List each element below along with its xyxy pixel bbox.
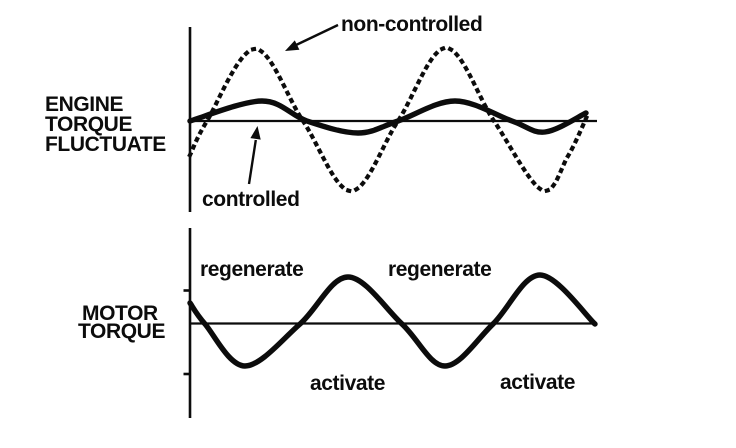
activate-label-1: activate: [310, 372, 385, 395]
motor-torque-curve: [187, 272, 598, 369]
regenerate-label-1: regenerate: [200, 258, 303, 281]
engine-axis-label-line-1: ENGINE: [45, 93, 124, 116]
motor-axis-label-line-2: TORQUE: [78, 320, 165, 343]
engine-torque-chart: ENGINE TORQUE FLUCTUATE non-controlled c…: [45, 13, 597, 212]
regenerate-label-2: regenerate: [388, 258, 491, 281]
motor-torque-chart: MOTOR TORQUE regenerate regenerate activ…: [78, 228, 598, 418]
controlled-label: controlled: [202, 188, 300, 211]
controlled-curve: [187, 98, 589, 136]
motor-axis-label-line-1: MOTOR: [82, 302, 158, 325]
non-controlled-arrow-shaft: [294, 23, 339, 47]
controlled-arrow-head: [250, 126, 261, 140]
non-controlled-curve: [187, 45, 591, 194]
engine-axis-label-line-3: FLUCTUATE: [45, 133, 166, 156]
controlled-arrow-shaft: [247, 139, 257, 185]
activate-label-2: activate: [500, 371, 575, 394]
non-controlled-arrow-head: [285, 40, 300, 51]
non-controlled-label: non-controlled: [341, 13, 482, 36]
engine-axis-label-line-2: TORQUE: [45, 113, 132, 136]
